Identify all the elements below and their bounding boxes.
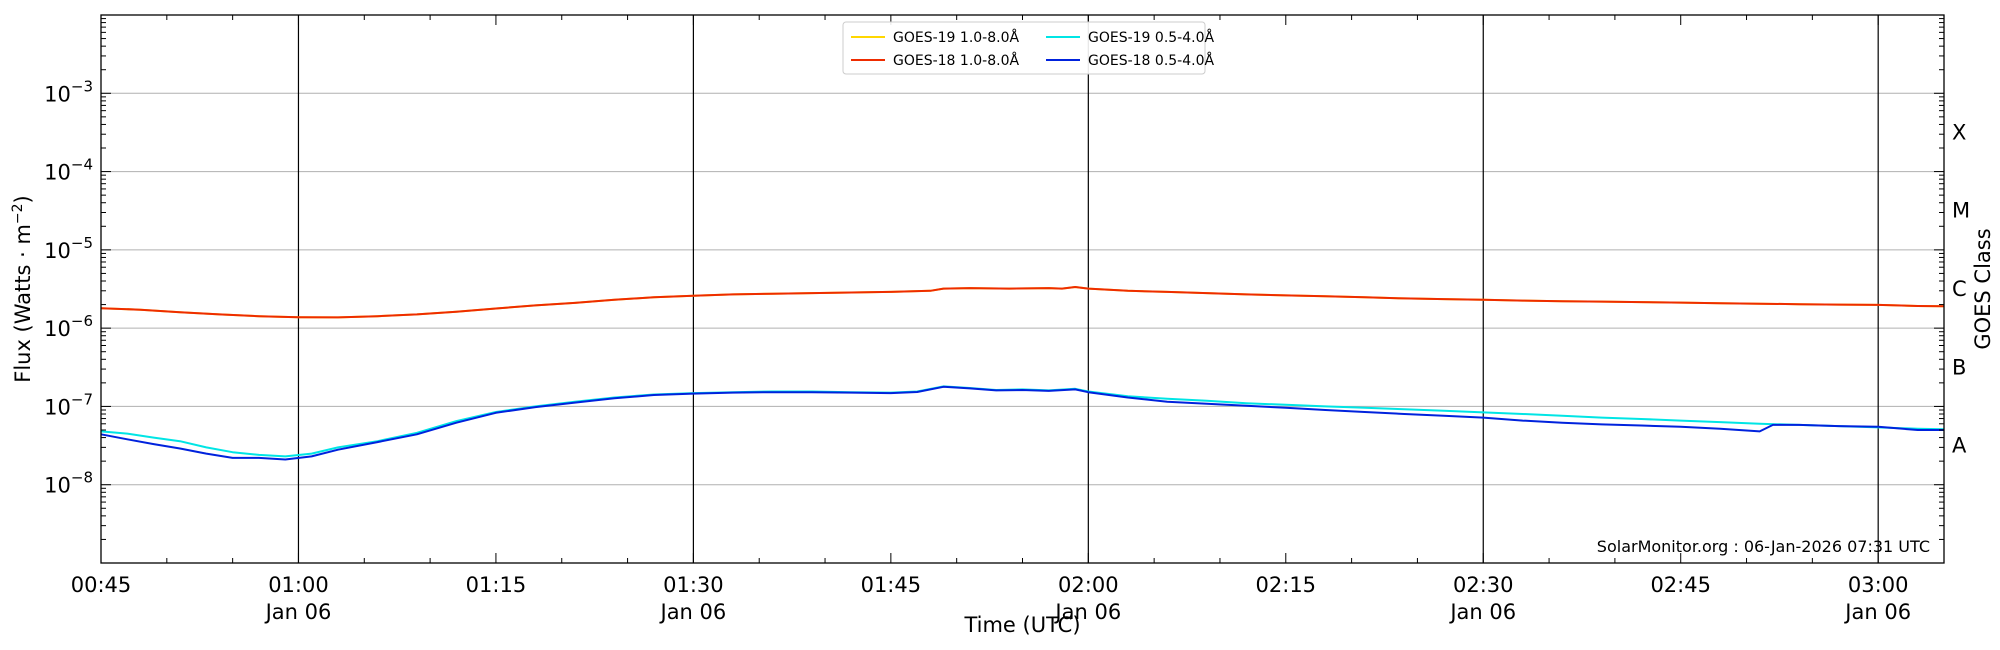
x-axis-label: Time (UTC) <box>963 613 1080 637</box>
y-tick-label: 10−4 <box>44 156 93 185</box>
x-tick-label: 00:45 <box>71 573 132 597</box>
goes-class-label: M <box>1952 199 1970 223</box>
y-tick-label: 10−6 <box>44 312 93 341</box>
series-line <box>100 385 1944 461</box>
legend-label: GOES-19 0.5-4.0Å <box>1088 29 1214 46</box>
x-tick-label: 01:15 <box>466 573 527 597</box>
x-tick-labels: 00:45 01:00 Jan 06 01:15 01:30 Jan 06 01:45 02:… <box>71 573 1911 624</box>
goes-class-label: A <box>1952 434 1967 458</box>
x-tick-label: 01:30 <box>663 573 724 597</box>
goes-class-axis-label: GOES Class <box>1971 228 1995 349</box>
goes-class-labels: A B C M X <box>1952 120 1970 457</box>
x-tick-date-label: Jan 06 <box>1053 600 1121 624</box>
y-tick-label: 10−3 <box>44 77 93 106</box>
x-tick-date-label: Jan 06 <box>659 600 727 624</box>
tick-marks <box>100 15 1945 564</box>
y-tick-label: 10−8 <box>44 469 93 498</box>
grid-layer <box>101 92 1944 486</box>
goes-class-label: X <box>1952 120 1966 144</box>
legend-label: GOES-18 1.0-8.0Å <box>893 52 1019 69</box>
x-tick-label: 02:15 <box>1256 573 1317 597</box>
y-axis-label: Flux (Watts · m−2) <box>10 195 35 383</box>
x-tick-label: 01:45 <box>861 573 922 597</box>
x-tick-label: 02:45 <box>1650 573 1711 597</box>
x-tick-date-label: Jan 06 <box>1843 600 1911 624</box>
series-layer <box>100 286 1945 461</box>
legend-label: GOES-18 0.5-4.0Å <box>1088 52 1214 69</box>
y-tick-label: 10−7 <box>44 390 93 419</box>
legend-label: GOES-19 1.0-8.0Å <box>893 29 1019 46</box>
y-tick-labels: 10−8 10−7 10−6 10−5 10−4 10−3 <box>44 77 93 497</box>
legend-box <box>842 21 1206 75</box>
series-line <box>100 385 1945 458</box>
credit-text: SolarMonitor.org : 06-Jan-2026 07:31 UTC <box>1597 537 1930 556</box>
goes-class-label: C <box>1952 277 1967 301</box>
x-tick-label: 03:00 <box>1848 573 1909 597</box>
series-line <box>100 286 1945 319</box>
x-tick-date-label: Jan 06 <box>264 600 332 624</box>
goes-class-label: B <box>1952 355 1966 379</box>
x-tick-label: 02:30 <box>1453 573 1514 597</box>
x-tick-date-label: Jan 06 <box>1448 600 1516 624</box>
x-tick-label: 01:00 <box>268 573 329 597</box>
legend: GOES-19 1.0-8.0Å GOES-18 1.0-8.0Å GOES-19 … <box>842 21 1214 75</box>
x-tick-label: 02:00 <box>1058 573 1119 597</box>
y-tick-label: 10−5 <box>44 234 93 263</box>
